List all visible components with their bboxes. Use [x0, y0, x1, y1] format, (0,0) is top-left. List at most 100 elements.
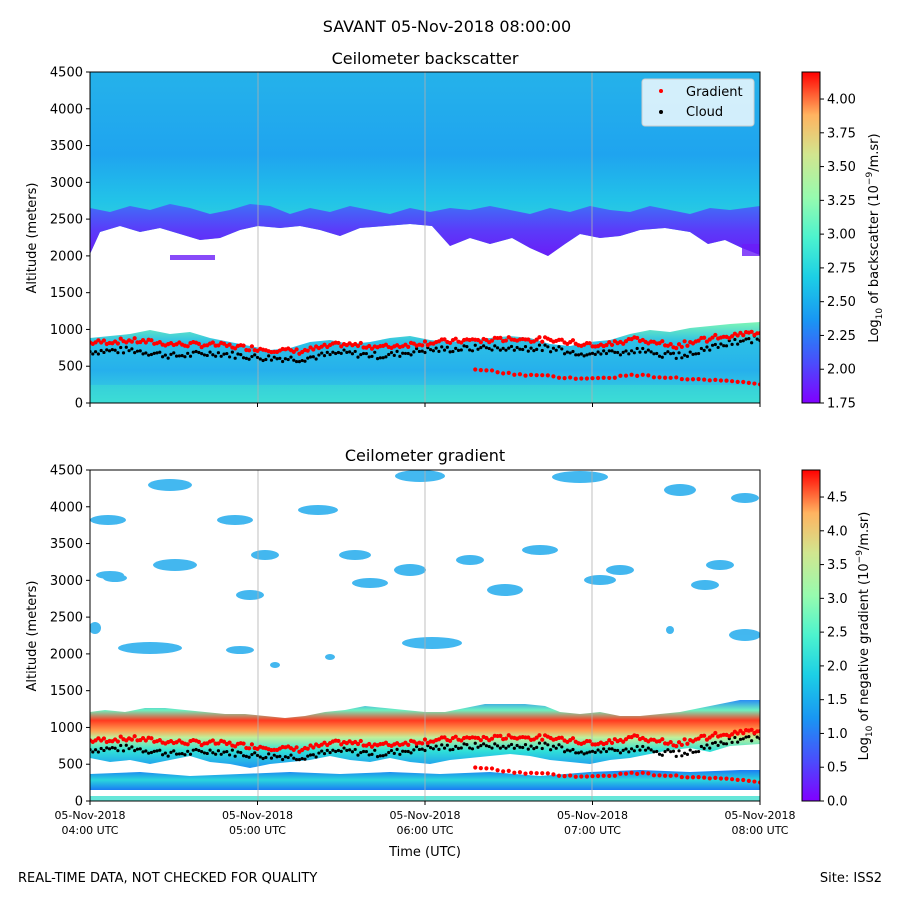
cloud-point [236, 750, 240, 754]
cloud-point [470, 349, 475, 353]
cloud-point [99, 746, 103, 751]
cloud-point [367, 753, 371, 757]
gradient-point-lower [685, 377, 690, 382]
cloud-point [627, 352, 631, 356]
gradient-point-lower [473, 765, 478, 770]
cloud-point [699, 346, 703, 351]
gradient-point-lower [685, 775, 690, 780]
cloud-point [549, 748, 553, 752]
gradient-point [587, 341, 592, 346]
cloud-point [412, 748, 416, 752]
y-tick-label: 2000 [50, 647, 83, 662]
cloud-point [666, 350, 670, 354]
cloud-point [230, 748, 234, 752]
cloud-point [350, 750, 355, 754]
cloud-point [186, 351, 190, 355]
cloud-point [314, 357, 318, 361]
gradient-point [367, 741, 372, 747]
cloud-point [448, 350, 452, 354]
gradient-point [140, 337, 146, 343]
cloud-point [289, 355, 293, 359]
colorbar-tick-label: 2.50 [827, 295, 856, 310]
x-tick-label-time: 06:00 UTC [396, 824, 453, 837]
cloud-point [244, 754, 248, 759]
gradient-point [247, 348, 252, 353]
cloud-point [91, 352, 95, 356]
cloud-point [361, 351, 366, 356]
cloud-point [158, 748, 162, 752]
cloud-point [663, 351, 667, 356]
gradient-point [369, 744, 375, 749]
cloud-point [470, 747, 475, 751]
cloud-point [334, 351, 338, 356]
cloud-point [607, 349, 611, 353]
cloud-point [716, 345, 720, 350]
cloud-point [702, 746, 706, 750]
cloud-point [99, 348, 103, 353]
backscatter-colorbar-bar [801, 71, 821, 404]
x-tick-label-date: 05-Nov-2018 [54, 809, 125, 822]
gradient-point-lower [601, 773, 606, 778]
gradient-point-lower [534, 373, 539, 378]
cloud-point [565, 748, 569, 752]
cloud-point [741, 737, 745, 741]
cloud-point [202, 353, 207, 357]
cloud-point [336, 350, 341, 355]
cloud-point [540, 348, 544, 353]
cloud-point [197, 748, 201, 753]
cloud-point [733, 337, 737, 342]
cloud-point [635, 744, 639, 749]
gradient-point-lower [590, 376, 595, 381]
gradient-point [604, 740, 609, 746]
gradient-point [422, 737, 428, 742]
gradient-point [96, 338, 101, 343]
cloud-point [202, 751, 207, 755]
cloud-point [431, 349, 435, 353]
cloud-point [646, 348, 650, 352]
cloud-point [610, 747, 614, 751]
cloud-point [121, 351, 126, 355]
gradient-point-lower [713, 775, 718, 780]
cloud-point [381, 356, 385, 360]
gradient-point-lower [568, 375, 573, 380]
cloud-point [177, 752, 181, 756]
cloud-point [294, 757, 299, 762]
y-tick-label: 4000 [50, 500, 83, 515]
cloud-point [177, 354, 181, 358]
cloud-point [428, 348, 433, 352]
cloud-point [392, 751, 396, 755]
gradient-point-lower [741, 777, 746, 783]
gradient-point [498, 733, 503, 738]
gradient-point-lower [757, 780, 760, 785]
cloud-point [705, 345, 709, 349]
gradient-point [735, 731, 740, 736]
cloud-point [138, 747, 142, 751]
gradient-point [503, 736, 509, 741]
cloud-point [621, 350, 625, 355]
gradient-point [367, 343, 372, 349]
gradient-point [149, 736, 154, 741]
cloud-point [325, 350, 329, 354]
cloud-point [283, 357, 288, 361]
cloud-point [281, 359, 285, 364]
cloud-point [345, 748, 349, 752]
gradient-point [635, 733, 640, 739]
gradient-colorbar-ticks: 0.0 0.5 1.0 1.5 2.0 2.5 3.0 3.5 4.0 4.5 [820, 491, 848, 810]
cloud-point [308, 753, 313, 757]
gradient-point-lower [484, 368, 489, 373]
gradient-point [249, 742, 255, 747]
cloud-point [255, 355, 260, 360]
cloud-point [381, 754, 385, 758]
gradient-point-lower [545, 373, 550, 378]
cloud-point [635, 346, 639, 351]
gradient-ylabel: Altitude (meters) [25, 581, 40, 692]
cloud-point [694, 750, 698, 754]
gradient-x-axis: 05-Nov-2018 04:00 UTC 05-Nov-2018 05:00 UTC… [54, 801, 796, 837]
gradient-markers [90, 727, 760, 785]
gradient-point [339, 344, 344, 349]
backscatter-y-axis: 0 500 1000 1500 2000 2500 3000 3500 4000 4500 [50, 66, 90, 412]
cloud-point [705, 743, 709, 747]
cloud-point [582, 752, 586, 756]
gradient-point [294, 745, 299, 750]
gradient-point-lower [696, 775, 701, 780]
